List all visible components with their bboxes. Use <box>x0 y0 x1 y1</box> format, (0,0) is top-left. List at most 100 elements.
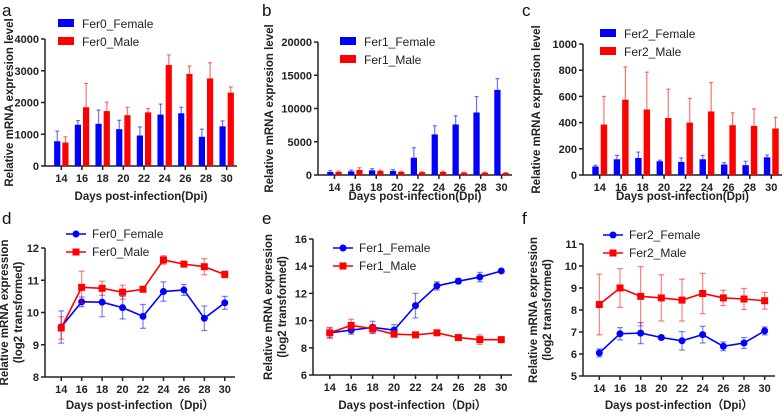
series-Fer2_Male <box>595 266 769 336</box>
panel-b: b 0 5000 10000 15000 20000 14 16 18 20 22 24 26 28 30 D… <box>262 1 512 203</box>
bar <box>742 165 749 175</box>
data-point <box>678 337 686 345</box>
legend-label: Fer0_Male <box>92 245 150 259</box>
x-tick-label: 14 <box>55 173 68 185</box>
bar <box>207 78 214 166</box>
y-tick-label: 6 <box>571 349 577 361</box>
data-point <box>433 282 441 290</box>
data-point <box>637 292 645 300</box>
bar <box>327 172 334 175</box>
bar <box>198 136 205 166</box>
x-tick-label: 22 <box>412 182 424 194</box>
data-point <box>159 256 167 264</box>
legend-label: Fer1_Male <box>364 53 422 67</box>
x-tick-label: 20 <box>391 182 403 194</box>
panel-label: e <box>262 209 271 228</box>
legend-swatch <box>340 55 356 63</box>
x-tick-label: 20 <box>655 383 667 395</box>
data-point <box>595 301 603 308</box>
x-tick-label: 16 <box>615 182 627 194</box>
bar <box>348 171 355 175</box>
data-point <box>412 302 419 310</box>
panel-label: c <box>522 1 531 20</box>
data-point <box>180 286 188 294</box>
bar <box>439 172 447 175</box>
bar <box>473 112 480 175</box>
x-tick-label: 18 <box>636 182 648 194</box>
x-tick-label: 20 <box>116 384 128 396</box>
legend-label: Fer2_Female <box>629 228 701 242</box>
legend-swatch <box>600 47 616 55</box>
x-tick-label: 26 <box>452 382 464 394</box>
y-axis-label-2: (log2 transformed) <box>277 256 289 358</box>
y-axis-label: Relative mRNA expression <box>0 240 11 386</box>
data-point <box>761 327 769 335</box>
y-tick-label: 8 <box>301 343 307 355</box>
y-tick-label: 5 <box>571 371 577 383</box>
data-point <box>180 260 188 268</box>
x-tick-label: 18 <box>370 182 382 194</box>
bar <box>481 172 488 175</box>
bar <box>389 171 397 175</box>
bar <box>592 166 599 175</box>
y-tick-label: 8 <box>33 372 39 384</box>
panel-a: a 0 1000 2000 3000 4000 14 16 18 20 22 24 26 28 30 Days… <box>2 1 237 203</box>
y-axis-label: Relative mRNA expression <box>528 237 540 383</box>
x-tick-label: 18 <box>366 382 378 394</box>
series-Fer1_Male <box>326 318 505 345</box>
y-tick-label: 11 <box>27 275 39 287</box>
x-tick-label: 28 <box>738 383 750 395</box>
y-tick-label: 5000 <box>288 137 312 149</box>
bar <box>643 109 651 175</box>
legend-marker <box>609 249 617 257</box>
y-axis-label: Relative mRNA expresion level <box>4 18 16 186</box>
bar <box>750 125 758 175</box>
x-tick-label: 30 <box>219 384 231 396</box>
legend-marker <box>339 244 347 252</box>
x-tick-label: 22 <box>138 173 150 185</box>
y-tick-label: 7 <box>571 327 577 339</box>
y-tick-label: 16 <box>295 234 307 246</box>
bar <box>335 172 342 175</box>
y-tick-label: 10000 <box>281 104 312 116</box>
bar <box>678 161 685 175</box>
bar <box>431 134 438 175</box>
bar <box>227 92 234 166</box>
y-tick-label: 10 <box>295 316 307 328</box>
y-tick-label: 2000 <box>15 98 39 110</box>
y-tick-label: 400 <box>559 118 577 130</box>
data-point <box>476 273 484 281</box>
data-point <box>497 336 505 344</box>
data-point <box>57 324 65 332</box>
data-point <box>159 288 167 296</box>
data-point <box>369 325 377 333</box>
data-point <box>412 331 419 339</box>
data-point <box>637 329 645 337</box>
x-tick-label: 20 <box>388 382 400 394</box>
data-point <box>78 283 86 291</box>
y-tick-label: 800 <box>559 65 577 77</box>
legend-marker <box>609 231 617 239</box>
data-point <box>98 284 106 292</box>
series-Fer2_Female <box>595 321 769 358</box>
y-tick-label: 600 <box>559 91 577 103</box>
panel-label: a <box>2 1 12 20</box>
x-tick-label: 24 <box>697 383 710 395</box>
x-tick-label: 28 <box>744 182 756 194</box>
x-tick-label: 26 <box>722 182 734 194</box>
data-point <box>616 330 624 338</box>
x-tick-label: 28 <box>200 173 212 185</box>
bar <box>763 157 771 175</box>
bar <box>665 118 672 175</box>
bar <box>124 115 131 166</box>
y-tick-label: 1000 <box>15 129 39 141</box>
y-axis-label-2: (log2 transformed) <box>13 262 25 364</box>
legend-marker <box>72 230 80 238</box>
data-point <box>657 334 665 341</box>
bar <box>54 141 61 166</box>
bar <box>145 112 152 166</box>
bar <box>410 157 417 175</box>
x-tick-label: 30 <box>495 182 507 194</box>
x-tick-label: 14 <box>593 383 606 395</box>
x-tick-label: 14 <box>55 384 68 396</box>
